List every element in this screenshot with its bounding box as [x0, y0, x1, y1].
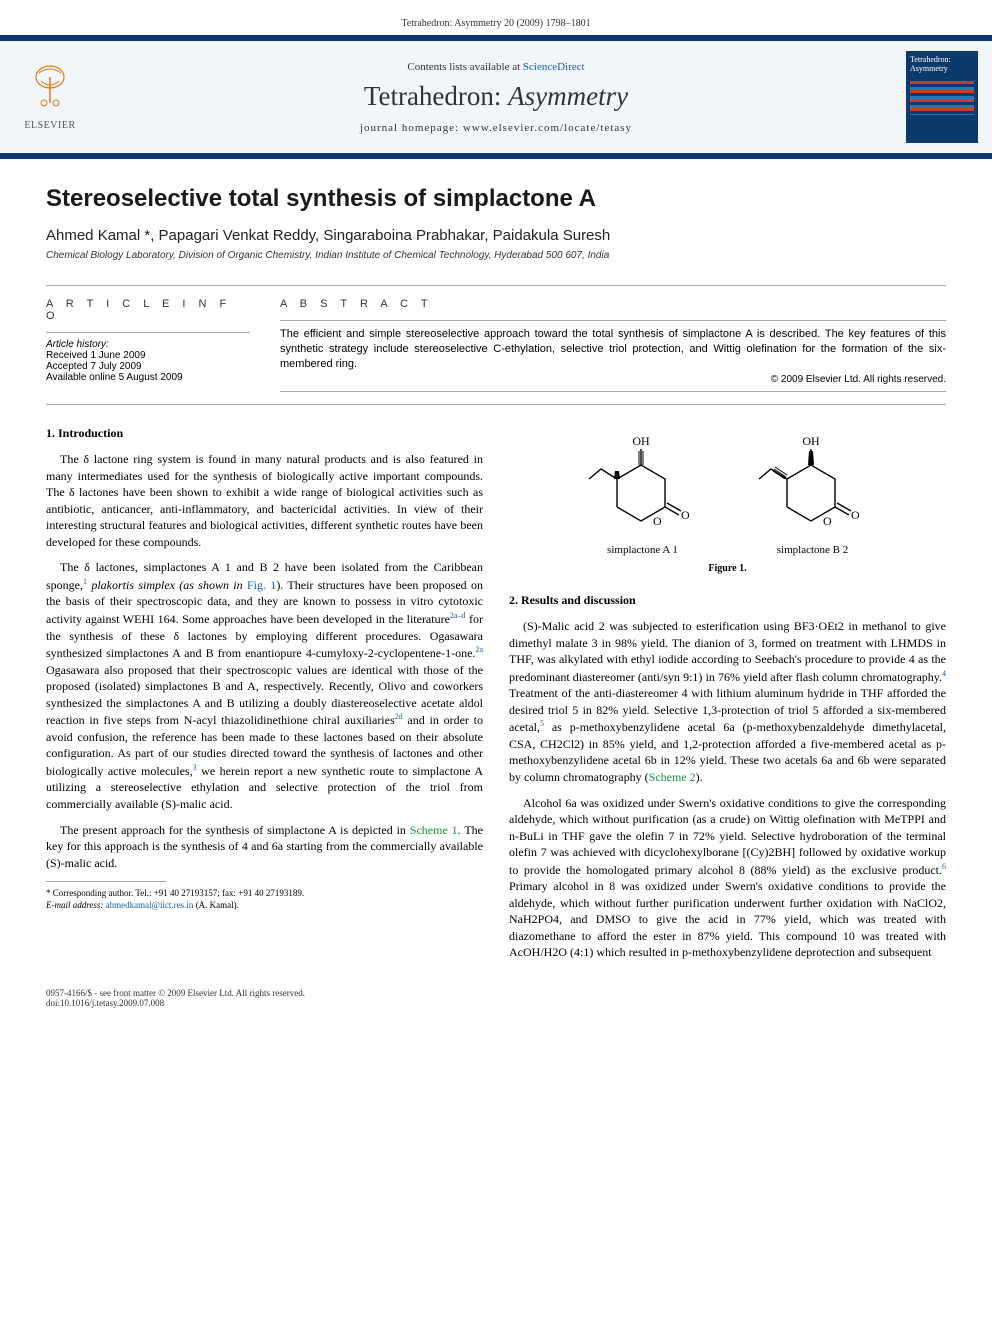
cover-line1: Tetrahedron: — [910, 55, 974, 64]
email-tail: (A. Kamal). — [193, 900, 238, 910]
ref-4[interactable]: 4 — [942, 669, 946, 678]
figure-1-row: OH O O simplactone A 1 — [509, 431, 946, 558]
affiliation: Chemical Biology Laboratory, Division of… — [46, 250, 946, 261]
accepted-date: Accepted 7 July 2009 — [46, 361, 250, 372]
molecule-b: OH O O simplactone B 2 — [753, 431, 873, 558]
section-intro-head: 1. Introduction — [46, 425, 483, 442]
intro-p2: The δ lactones, simplactones A 1 and B 2… — [46, 559, 483, 812]
left-column: 1. Introduction The δ lactone ring syste… — [46, 425, 483, 970]
elsevier-tree-icon — [27, 63, 73, 118]
abstract: A B S T R A C T The efficient and simple… — [280, 298, 946, 392]
text: ). — [696, 770, 703, 784]
molecule-b-label: simplactone B 2 — [777, 543, 849, 558]
divider — [280, 391, 946, 392]
body-columns: 1. Introduction The δ lactone ring syste… — [0, 405, 992, 980]
online-date: Available online 5 August 2009 — [46, 372, 250, 383]
info-abstract-row: A R T I C L E I N F O Article history: R… — [0, 286, 992, 404]
elsevier-label: ELSEVIER — [24, 120, 75, 131]
svg-text:OH: OH — [632, 434, 650, 448]
footnote-line2: E-mail address: ahmedkamal@iict.res.in (… — [46, 900, 483, 912]
email-link[interactable]: ahmedkamal@iict.res.in — [106, 900, 194, 910]
journal-title-italic: Asymmetry — [508, 81, 628, 111]
svg-text:O: O — [851, 508, 860, 522]
molecule-b-svg: OH O O — [753, 431, 873, 541]
journal-banner: ELSEVIER Contents lists available at Sci… — [0, 35, 992, 153]
divider — [46, 332, 250, 333]
text: as p-methoxybenzylidene acetal 6a (p-met… — [509, 720, 946, 784]
email-label: E-mail address: — [46, 900, 106, 910]
results-p1: (S)-Malic acid 2 was subjected to esteri… — [509, 618, 946, 785]
section-results-head: 2. Results and discussion — [509, 592, 946, 609]
banner-center: Contents lists available at ScienceDirec… — [86, 61, 906, 134]
svg-text:O: O — [681, 508, 690, 522]
journal-title-main: Tetrahedron: — [364, 81, 508, 111]
article-info: A R T I C L E I N F O Article history: R… — [46, 298, 250, 392]
ref-2d[interactable]: 2d — [395, 712, 403, 721]
cover-art-icon — [910, 81, 974, 115]
divider — [280, 320, 946, 321]
corresponding-footnote: * Corresponding author. Tel.: +91 40 271… — [46, 888, 483, 911]
text-italic: plakortis simplex (as shown in — [91, 578, 247, 592]
results-p2: Alcohol 6a was oxidized under Swern's ox… — [509, 795, 946, 961]
figure-1-caption: Figure 1. — [509, 562, 946, 576]
svg-text:OH: OH — [802, 434, 820, 448]
title-block: Stereoselective total synthesis of simpl… — [0, 153, 992, 285]
authors: Ahmed Kamal *, Papagari Venkat Reddy, Si… — [46, 227, 946, 244]
svg-text:O: O — [823, 514, 832, 528]
abstract-copyright: © 2009 Elsevier Ltd. All rights reserved… — [280, 374, 946, 385]
fig1-link[interactable]: Fig. 1 — [247, 578, 276, 592]
ref-6[interactable]: 6 — [942, 862, 946, 871]
history-label: Article history: — [46, 339, 250, 350]
intro-p3: The present approach for the synthesis o… — [46, 822, 483, 872]
ref-1[interactable]: 1 — [83, 577, 87, 586]
footnote-line1: * Corresponding author. Tel.: +91 40 271… — [46, 888, 483, 900]
elsevier-logo: ELSEVIER — [14, 57, 86, 137]
article-info-head: A R T I C L E I N F O — [46, 298, 250, 322]
front-matter: 0957-4166/$ - see front matter © 2009 El… — [46, 988, 946, 998]
figure-1: OH O O simplactone A 1 — [509, 431, 946, 576]
svg-text:O: O — [653, 514, 662, 528]
molecule-a-svg: OH O O — [583, 431, 703, 541]
abstract-head: A B S T R A C T — [280, 298, 946, 310]
scheme2-link[interactable]: Scheme 2 — [649, 770, 696, 784]
text: Alcohol 6a was oxidized under Swern's ox… — [509, 796, 946, 877]
ref-2a[interactable]: 2a — [475, 645, 483, 654]
ref-2ad[interactable]: 2a–d — [450, 611, 466, 620]
article-title: Stereoselective total synthesis of simpl… — [46, 185, 946, 213]
received-date: Received 1 June 2009 — [46, 350, 250, 361]
contents-available: Contents lists available at ScienceDirec… — [86, 61, 906, 73]
footnote-rule — [46, 881, 166, 882]
contents-prefix: Contents lists available at — [407, 61, 522, 73]
abstract-text: The efficient and simple stereoselective… — [280, 327, 946, 372]
right-column: OH O O simplactone A 1 — [509, 425, 946, 970]
doi: doi:10.1016/j.tetasy.2009.07.008 — [46, 998, 946, 1008]
intro-p1: The δ lactone ring system is found in ma… — [46, 451, 483, 550]
text: (S)-Malic acid 2 was subjected to esteri… — [509, 619, 946, 684]
molecule-a: OH O O simplactone A 1 — [583, 431, 703, 558]
text: Primary alcohol in 8 was oxidized under … — [509, 879, 946, 959]
sciencedirect-link[interactable]: ScienceDirect — [523, 61, 585, 73]
molecule-a-label: simplactone A 1 — [607, 543, 678, 558]
journal-cover-thumb: Tetrahedron: Asymmetry — [906, 51, 978, 143]
journal-title: Tetrahedron: Asymmetry — [86, 81, 906, 112]
journal-homepage[interactable]: journal homepage: www.elsevier.com/locat… — [86, 122, 906, 134]
bottom-meta: 0957-4166/$ - see front matter © 2009 El… — [0, 988, 992, 1026]
cover-line2: Asymmetry — [910, 64, 974, 73]
running-head: Tetrahedron: Asymmetry 20 (2009) 1798–18… — [0, 0, 992, 35]
scheme1-link[interactable]: Scheme 1 — [410, 823, 458, 837]
text: The present approach for the synthesis o… — [60, 823, 410, 837]
